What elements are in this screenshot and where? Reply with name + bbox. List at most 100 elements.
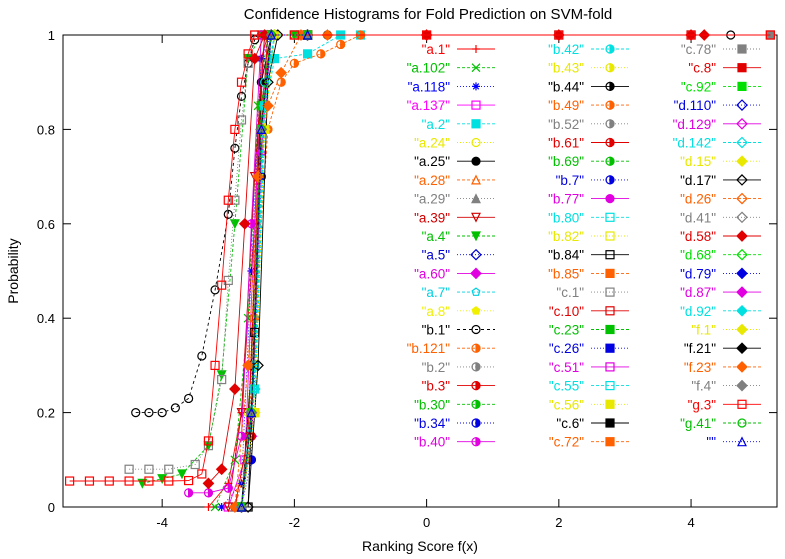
series-point bbox=[236, 115, 247, 125]
series-point-ring bbox=[336, 39, 346, 50]
series-point bbox=[554, 30, 564, 40]
legend-label: "a.39" bbox=[414, 210, 450, 225]
series-point bbox=[190, 459, 200, 470]
legend-label: "b.80" bbox=[548, 210, 584, 225]
series-line bbox=[69, 34, 771, 482]
series-point-ring bbox=[471, 381, 481, 391]
series-point bbox=[256, 124, 267, 134]
legend-label: "b.30" bbox=[414, 397, 450, 412]
series-point bbox=[257, 54, 266, 63]
series-point bbox=[736, 174, 748, 186]
series-point bbox=[202, 477, 215, 490]
series-point bbox=[236, 501, 247, 512]
series-65 bbox=[236, 29, 313, 512]
series-point bbox=[104, 476, 114, 486]
x-tick-label: -4 bbox=[156, 515, 168, 530]
series-point bbox=[131, 408, 141, 418]
series-point bbox=[737, 418, 747, 428]
series-point bbox=[223, 209, 233, 219]
legend-label: "c.55" bbox=[549, 379, 584, 394]
series-point-ring bbox=[223, 483, 233, 493]
y-tick-label: 0.8 bbox=[37, 122, 55, 137]
legend-label: "c.51" bbox=[549, 360, 584, 375]
legend-label: "c.10" bbox=[549, 304, 584, 319]
series-point bbox=[217, 503, 226, 511]
series-point bbox=[765, 30, 775, 40]
series-point bbox=[230, 124, 240, 135]
series-point bbox=[217, 374, 227, 385]
series-point bbox=[736, 211, 748, 224]
legend-label: "b.52" bbox=[548, 117, 584, 132]
legend-label: "a.137" bbox=[407, 98, 451, 113]
series-point bbox=[197, 351, 207, 361]
series-point bbox=[210, 360, 220, 370]
legend-label: "a.2" bbox=[422, 117, 451, 132]
series-point bbox=[471, 63, 481, 73]
y-tick-label: 0.4 bbox=[37, 311, 55, 326]
series-point bbox=[203, 436, 214, 446]
series-point bbox=[471, 156, 481, 166]
series-point bbox=[471, 137, 481, 148]
legend-label: "b.1" bbox=[422, 323, 451, 338]
series-point bbox=[248, 383, 261, 395]
legend-label: "a.118" bbox=[408, 79, 451, 94]
series-point bbox=[243, 58, 253, 68]
series-point bbox=[124, 464, 134, 474]
x-tick-label: 2 bbox=[555, 515, 562, 530]
series-point bbox=[471, 193, 481, 204]
series-point bbox=[605, 231, 615, 241]
series-point bbox=[216, 370, 227, 381]
legend-label: "b.3" bbox=[422, 379, 451, 394]
series-point bbox=[269, 53, 280, 64]
series-10 bbox=[137, 30, 300, 489]
legend-label: "a.1" bbox=[422, 42, 451, 57]
series-point bbox=[736, 99, 748, 111]
legend-label: "d.92" bbox=[680, 304, 716, 319]
series-point bbox=[157, 408, 167, 418]
series-point-ring bbox=[260, 77, 270, 87]
series-point-ring bbox=[184, 488, 194, 498]
legend-label: "g.41" bbox=[680, 416, 716, 431]
series-point bbox=[737, 399, 747, 409]
series-point bbox=[302, 29, 313, 40]
series-point bbox=[605, 324, 615, 335]
series-point bbox=[262, 99, 274, 112]
series-point bbox=[247, 267, 256, 275]
series-point bbox=[471, 287, 481, 296]
legend-label: "b.7" bbox=[556, 173, 585, 188]
series-point bbox=[736, 323, 748, 336]
series-point bbox=[605, 268, 615, 278]
series-point bbox=[262, 76, 274, 89]
legend-label: "d.58" bbox=[680, 229, 716, 244]
series-point-ring bbox=[605, 63, 615, 73]
series-point bbox=[736, 155, 748, 168]
legend-label: "b.44" bbox=[548, 79, 584, 94]
series-point bbox=[65, 476, 75, 486]
series-54 bbox=[202, 29, 711, 490]
series-point bbox=[736, 248, 748, 261]
legend-label: "b.85" bbox=[548, 266, 584, 281]
legend-label: "b.69" bbox=[548, 154, 584, 169]
legend-label: "c.6" bbox=[556, 416, 584, 431]
legend-label: "a.7" bbox=[422, 285, 451, 300]
series-point bbox=[736, 192, 748, 205]
chart-title: Confidence Histograms for Fold Predictio… bbox=[244, 6, 613, 23]
series-point bbox=[736, 342, 748, 355]
series-point bbox=[124, 476, 134, 486]
legend-label: "d.129" bbox=[673, 117, 717, 132]
series-point bbox=[605, 194, 615, 204]
legend-label: "f.23" bbox=[684, 360, 716, 375]
series-point-ring bbox=[246, 431, 257, 441]
series-point bbox=[170, 403, 180, 413]
legend-label: "c.23" bbox=[549, 323, 584, 338]
legend-label: "c.56" bbox=[549, 397, 584, 412]
legend-label: "b.77" bbox=[548, 192, 584, 207]
series-point bbox=[230, 143, 240, 153]
legend-label: "b.43" bbox=[548, 61, 584, 76]
series-point bbox=[736, 136, 748, 149]
series-point bbox=[471, 212, 481, 223]
legend-label: "d.15" bbox=[680, 154, 716, 169]
series-point bbox=[470, 248, 482, 261]
legend: "a.1" "a.102" "a.118" "a.137" "a.2" "a.24" "a.… bbox=[407, 42, 761, 450]
series-63 bbox=[65, 30, 775, 486]
